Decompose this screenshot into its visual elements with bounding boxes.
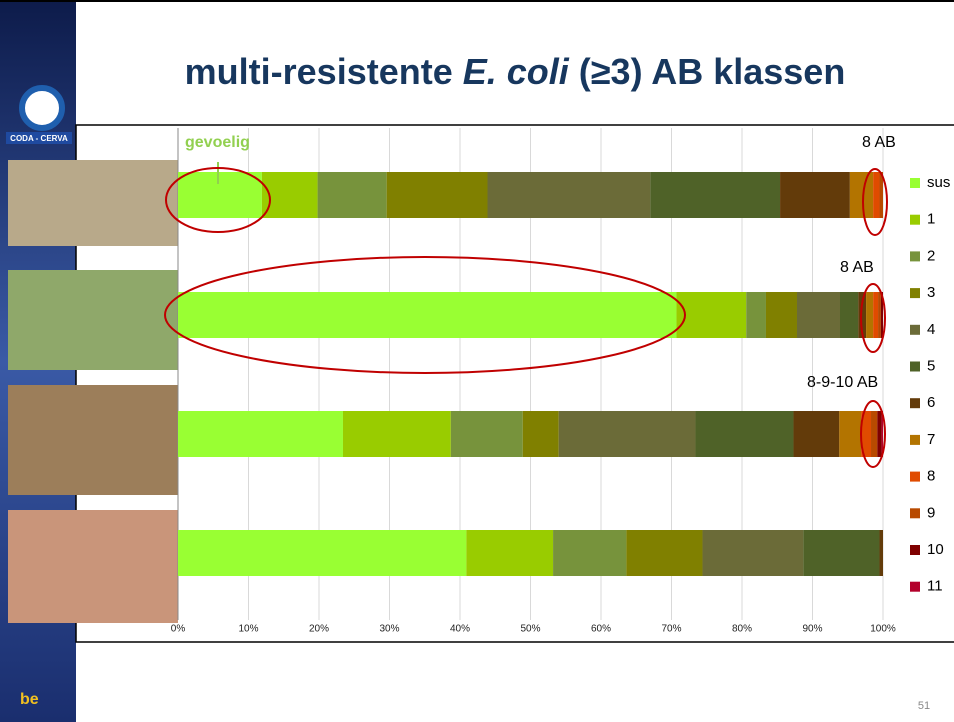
legend-label: 2 — [927, 247, 935, 264]
legend-label: 7 — [927, 431, 935, 448]
bar-segment — [839, 411, 861, 457]
x-tick-label: 0% — [171, 624, 186, 635]
bar-segment — [178, 411, 343, 457]
bar-segment — [797, 292, 840, 338]
page: CODA - CERVA multi-resistente E. coli (≥… — [0, 0, 954, 722]
legend-swatch — [910, 435, 920, 445]
bar-segment — [466, 530, 553, 576]
x-tick-label: 20% — [309, 624, 329, 635]
annotation: 8 AB — [840, 259, 874, 276]
annotation: 8 AB — [862, 134, 896, 151]
legend-swatch — [910, 251, 920, 261]
bar-segment — [695, 411, 793, 457]
bar-segment — [487, 172, 650, 218]
bar-segment — [178, 292, 676, 338]
legend-label: 3 — [927, 284, 935, 301]
bar-segment — [866, 292, 873, 338]
x-tick-label: 50% — [520, 624, 540, 635]
photo-pigs — [8, 510, 178, 623]
bar-segment — [766, 292, 797, 338]
legend-swatch — [910, 178, 920, 188]
legend-label: 10 — [927, 541, 944, 558]
legend-swatch — [910, 398, 920, 408]
legend-swatch — [910, 325, 920, 335]
x-tick-label: 70% — [661, 624, 681, 635]
bar-segment — [626, 530, 702, 576]
legend-swatch — [910, 215, 920, 225]
bar-segment — [780, 172, 850, 218]
bar-segment — [650, 172, 780, 218]
title-part: (≥3) AB klassen — [579, 51, 846, 92]
bar-segment — [878, 292, 881, 338]
legend-label: 6 — [927, 394, 935, 411]
bar-segment — [178, 530, 466, 576]
slide-body — [76, 0, 954, 722]
legend-label: 5 — [927, 357, 935, 374]
title-italic: E. coli — [463, 51, 570, 92]
bar-segment — [178, 172, 262, 218]
x-tick-label: 80% — [732, 624, 752, 635]
photo-poultry — [8, 160, 178, 246]
bar-segment — [387, 172, 488, 218]
bar-segment — [873, 172, 879, 218]
legend-label: 4 — [927, 321, 935, 338]
title-part: multi-resistente — [185, 51, 453, 92]
x-tick-label: 100% — [870, 624, 896, 635]
bar-segment — [877, 411, 881, 457]
bar-segment — [676, 292, 746, 338]
bar-segment — [793, 411, 839, 457]
legend-label: 1 — [927, 211, 935, 228]
legend-swatch — [910, 545, 920, 555]
bar-segment — [871, 411, 877, 457]
legend-swatch — [910, 288, 920, 298]
x-tick-label: 60% — [591, 624, 611, 635]
bar-segment — [873, 292, 878, 338]
slide: CODA - CERVA multi-resistente E. coli (≥… — [0, 0, 954, 722]
bar-segment — [850, 172, 873, 218]
photo-cow — [8, 270, 178, 370]
bar-segment — [343, 411, 451, 457]
top-border — [0, 0, 954, 2]
x-tick-label: 10% — [238, 624, 258, 635]
bar-segment — [451, 411, 523, 457]
photo-calves — [8, 385, 178, 495]
logo-text: CODA - CERVA — [10, 134, 68, 143]
legend-label: sus — [927, 174, 950, 191]
bar-segment — [840, 292, 858, 338]
bar-segment — [746, 292, 766, 338]
bar-segment — [553, 530, 626, 576]
bar-segment — [879, 172, 883, 218]
logo-icon — [22, 88, 62, 128]
slide-title: multi-resistente E. coli (≥3) AB klassen — [185, 51, 846, 92]
bar-segment — [703, 530, 804, 576]
legend-label: 9 — [927, 504, 935, 521]
x-tick-label: 90% — [802, 624, 822, 635]
bar-segment — [879, 530, 883, 576]
legend-label: 8 — [927, 468, 935, 485]
legend-swatch — [910, 362, 920, 372]
bar-segment — [523, 411, 559, 457]
legend-swatch — [910, 508, 920, 518]
legend-swatch — [910, 582, 920, 592]
legend-swatch — [910, 472, 920, 482]
bar-segment — [318, 172, 387, 218]
bar-segment — [803, 530, 879, 576]
legend-label: 11 — [927, 578, 943, 595]
footer-logo: be — [20, 691, 39, 708]
bar-segment — [559, 411, 696, 457]
x-tick-label: 30% — [379, 624, 399, 635]
slide-number: 51 — [918, 700, 930, 712]
annotation: 8-9-10 AB — [807, 374, 878, 391]
x-tick-label: 40% — [450, 624, 470, 635]
annotation: gevoelig — [185, 134, 250, 151]
